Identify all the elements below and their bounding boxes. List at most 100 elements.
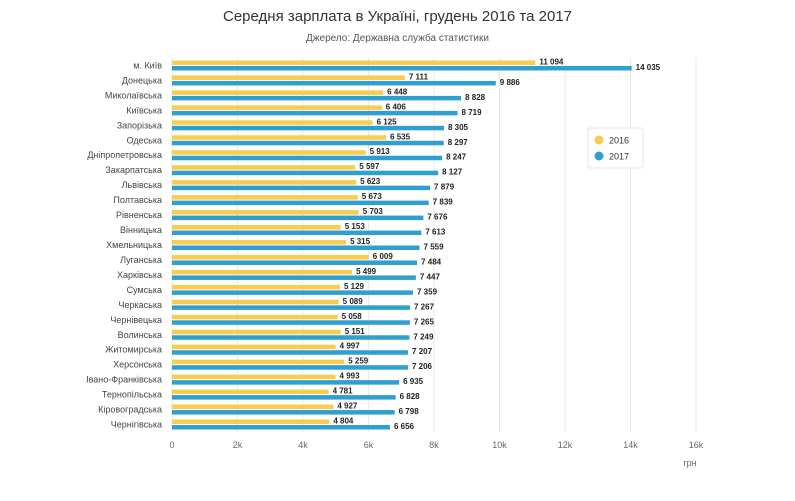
value-label-2016: 5 153 <box>345 222 366 231</box>
value-label-2017: 8 127 <box>442 168 463 177</box>
bar-2017[interactable] <box>172 170 439 176</box>
bar-2016[interactable] <box>172 135 387 140</box>
bar-2016[interactable] <box>172 225 341 230</box>
value-label-2016: 5 597 <box>359 162 380 171</box>
bar-2017[interactable] <box>172 350 409 355</box>
value-label-2016: 5 129 <box>344 282 365 291</box>
value-label-2016: 5 259 <box>348 357 369 366</box>
bar-2017[interactable] <box>172 230 422 236</box>
legend-marker-2016 <box>594 135 604 145</box>
x-tick-label: 4k <box>298 440 308 450</box>
value-label-2017: 7 267 <box>414 302 435 311</box>
category-label: Запорізька <box>117 120 162 130</box>
category-label: Донецька <box>122 75 162 85</box>
bar-2017[interactable] <box>172 125 444 131</box>
bar-2016[interactable] <box>172 240 347 245</box>
bar-2016[interactable] <box>172 299 339 305</box>
bar-2016[interactable] <box>172 314 338 320</box>
bar-2017[interactable] <box>172 215 424 221</box>
value-label-2016: 6 125 <box>377 117 398 126</box>
x-tick-label: 6k <box>364 440 374 450</box>
bar-2017[interactable] <box>172 380 400 385</box>
value-label-2017: 7 879 <box>434 183 455 192</box>
bar-2016[interactable] <box>172 419 330 425</box>
category-label: Одеська <box>127 135 162 145</box>
category-label: Тернопільська <box>102 390 162 400</box>
bar-2017[interactable] <box>172 155 443 161</box>
bar-2017[interactable] <box>172 275 416 280</box>
value-label-2017: 8 719 <box>462 108 483 117</box>
category-label: Полтавська <box>113 195 162 205</box>
bar-2016[interactable] <box>172 195 358 200</box>
value-label-2017: 7 206 <box>412 362 433 371</box>
value-label-2017: 6 656 <box>394 422 415 431</box>
bar-2016[interactable] <box>172 210 359 215</box>
value-label-2016: 4 804 <box>333 417 354 426</box>
chart-title: Середня зарплата в Україні, грудень 2016… <box>223 8 572 25</box>
bar-2017[interactable] <box>172 200 429 206</box>
bar-2017[interactable] <box>172 365 408 370</box>
bar-2016[interactable] <box>172 75 405 80</box>
value-label-2017: 8 247 <box>446 153 467 162</box>
value-label-2016: 4 927 <box>337 402 358 411</box>
bar-2016[interactable] <box>172 284 340 290</box>
value-label-2017: 7 265 <box>414 317 435 326</box>
category-label: Луганська <box>120 255 162 265</box>
bar-2016[interactable] <box>172 254 369 260</box>
bar-2017[interactable] <box>172 410 395 415</box>
bar-2017[interactable] <box>172 305 410 310</box>
bar-2016[interactable] <box>172 180 357 185</box>
bar-2017[interactable] <box>172 185 431 191</box>
category-label: Сумська <box>127 285 162 295</box>
bar-2016[interactable] <box>172 329 341 335</box>
value-label-2017: 7 359 <box>417 287 438 296</box>
bar-2017[interactable] <box>172 290 414 295</box>
bar-2017[interactable] <box>172 320 410 325</box>
bar-2016[interactable] <box>172 150 366 155</box>
bar-2016[interactable] <box>172 269 353 275</box>
bar-2016[interactable] <box>172 404 334 410</box>
value-label-2016: 6 009 <box>373 252 394 261</box>
category-label: Дніпропетровська <box>87 150 162 160</box>
value-label-2017: 7 839 <box>433 198 454 207</box>
x-tick-label: 16k <box>689 440 704 450</box>
value-label-2016: 5 703 <box>363 207 384 216</box>
category-label: Кіровоградська <box>98 405 162 415</box>
bar-2016[interactable] <box>172 359 345 365</box>
bar-2017[interactable] <box>172 80 496 86</box>
bar-2017[interactable] <box>172 140 444 146</box>
value-label-2016: 5 089 <box>343 297 364 306</box>
value-label-2017: 6 828 <box>400 392 421 401</box>
bar-2017[interactable] <box>172 95 462 101</box>
value-label-2016: 4 781 <box>333 387 354 396</box>
bar-2016[interactable] <box>172 374 336 380</box>
legend-label-2016: 2016 <box>609 136 629 146</box>
category-label: Харківська <box>117 270 162 280</box>
bar-2017[interactable] <box>172 65 632 71</box>
bar-2017[interactable] <box>172 335 410 340</box>
bar-2016[interactable] <box>172 105 382 110</box>
category-label: Черкаська <box>119 300 162 310</box>
bar-2017[interactable] <box>172 425 390 430</box>
bar-2016[interactable] <box>172 60 536 65</box>
bar-2016[interactable] <box>172 389 329 395</box>
value-label-2016: 5 058 <box>342 312 363 321</box>
value-label-2017: 8 297 <box>448 138 469 147</box>
x-tick-label: 12k <box>558 440 573 450</box>
bar-2016[interactable] <box>172 90 384 95</box>
bar-2016[interactable] <box>172 120 373 125</box>
legend[interactable]: 2016 2017 <box>587 127 644 169</box>
category-label: Вінницька <box>120 225 162 235</box>
chart-subtitle: Джерело: Державна служба статистики <box>306 33 489 44</box>
value-label-2017: 14 035 <box>636 63 661 72</box>
bar-2017[interactable] <box>172 260 418 265</box>
bar-2017[interactable] <box>172 110 458 116</box>
value-label-2017: 6 798 <box>399 407 420 416</box>
bar-2016[interactable] <box>172 165 356 170</box>
value-label-2016: 6 406 <box>386 102 407 111</box>
bar-2017[interactable] <box>172 395 396 400</box>
bar-2016[interactable] <box>172 344 336 350</box>
bar-2017[interactable] <box>172 245 420 251</box>
category-label: Миколаївська <box>105 90 162 100</box>
value-label-2016: 11 094 <box>539 57 564 66</box>
